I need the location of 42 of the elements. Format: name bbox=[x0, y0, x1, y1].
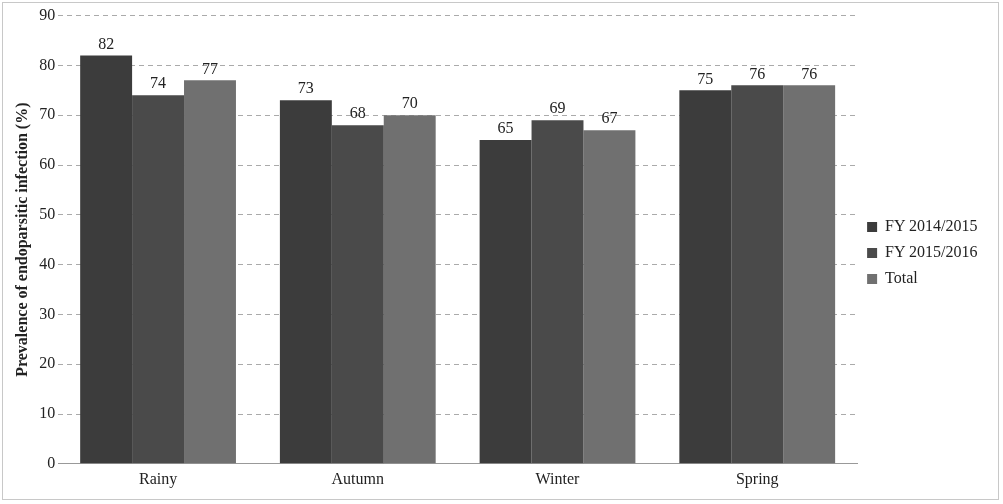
y-tick-label: 90 bbox=[39, 5, 56, 23]
data-label: 68 bbox=[349, 104, 366, 122]
data-label: 67 bbox=[601, 109, 618, 127]
bar bbox=[331, 125, 384, 464]
y-tick-label: 50 bbox=[39, 205, 56, 222]
data-label: 82 bbox=[98, 34, 115, 52]
data-label: 74 bbox=[150, 74, 167, 92]
data-label: 70 bbox=[401, 94, 418, 112]
y-axis-title: Prevalence of endoparsitic infection (%) bbox=[12, 102, 31, 377]
x-tick-label: Winter bbox=[535, 469, 581, 487]
y-tick-label: 0 bbox=[47, 454, 56, 471]
x-tick-label: Spring bbox=[735, 469, 779, 488]
data-label: 69 bbox=[549, 99, 566, 117]
legend-label: FY 2014/2015 bbox=[885, 217, 978, 235]
y-tick-label: 20 bbox=[39, 354, 56, 372]
bar bbox=[679, 90, 732, 464]
data-label: 76 bbox=[749, 64, 766, 82]
legend-label: FY 2015/2016 bbox=[885, 243, 978, 261]
x-tick-label: Rainy bbox=[138, 469, 178, 488]
bar bbox=[383, 115, 436, 464]
x-tick-label: Autumn bbox=[331, 469, 385, 487]
bar bbox=[783, 85, 836, 464]
bar bbox=[731, 85, 784, 464]
y-tick-label: 30 bbox=[39, 304, 56, 322]
y-tick-label: 40 bbox=[39, 254, 56, 272]
y-tick-label: 10 bbox=[39, 404, 56, 422]
data-label: 76 bbox=[801, 64, 818, 82]
data-label: 77 bbox=[201, 59, 218, 77]
bar bbox=[184, 80, 236, 464]
legend-label: Total bbox=[885, 269, 919, 287]
y-tick-label: 80 bbox=[39, 55, 56, 73]
bar bbox=[279, 100, 332, 464]
data-label: 75 bbox=[697, 69, 714, 87]
data-label: 73 bbox=[297, 79, 314, 97]
y-tick-label: 60 bbox=[39, 155, 56, 173]
bar bbox=[479, 140, 532, 464]
y-tick-label: 70 bbox=[39, 105, 56, 123]
bar bbox=[80, 55, 133, 464]
bar bbox=[531, 120, 584, 464]
data-label: 65 bbox=[497, 119, 514, 137]
bar bbox=[583, 130, 636, 464]
bar bbox=[132, 95, 185, 464]
